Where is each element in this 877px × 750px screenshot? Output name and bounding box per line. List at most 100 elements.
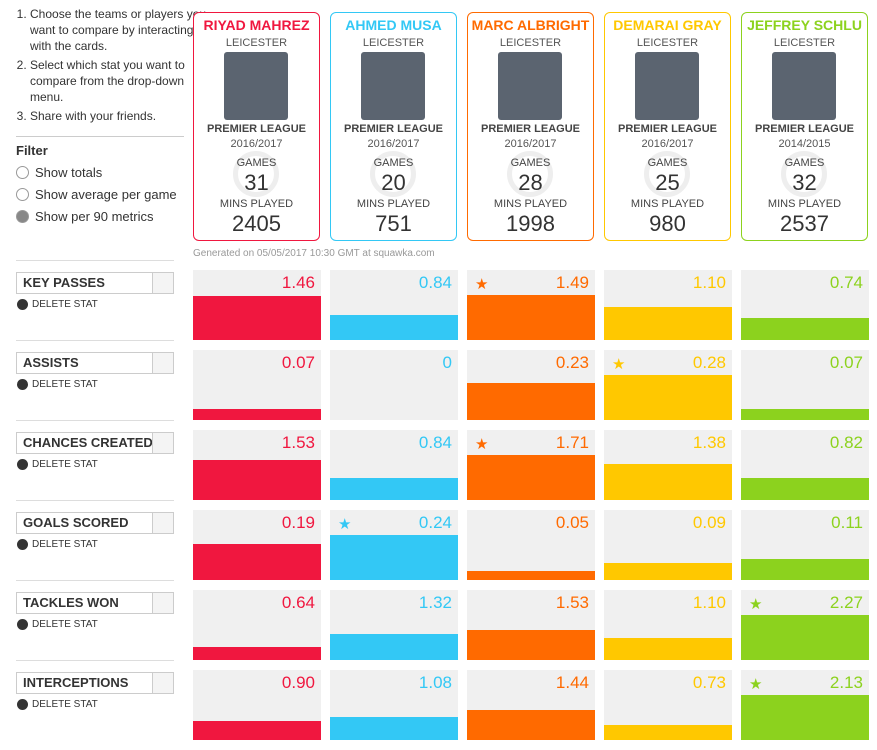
stat-cell: 1.08 (330, 670, 458, 740)
season: 2016/2017 (504, 138, 557, 150)
delete-stat[interactable]: DELETE STAT (32, 299, 98, 310)
stat-bar (467, 629, 595, 660)
divider (16, 136, 184, 137)
stat-cell: 0.84 (330, 270, 458, 340)
stat-cell: 0.23 (467, 350, 595, 420)
dropdown-arrow (152, 593, 173, 613)
stat-bar (193, 295, 321, 340)
games: 32 (792, 170, 817, 195)
stat-value: 0.73 (692, 673, 726, 692)
league: PREMIER LEAGUE (343, 123, 443, 135)
stat-bar (193, 459, 321, 500)
stat-bar (604, 463, 732, 500)
stat-cell: 0 (330, 350, 458, 420)
stat-value: 1.10 (692, 593, 726, 612)
stat-bar (330, 717, 458, 740)
delete-stat[interactable]: DELETE STAT (32, 699, 98, 710)
stat-cell: 0.07 (741, 350, 869, 420)
dropdown-arrow (152, 353, 173, 373)
stat-name: KEY PASSES (23, 275, 105, 290)
stat-bar (741, 615, 869, 660)
divider (16, 260, 174, 261)
stat-cell: 0.90 (193, 670, 321, 740)
stat-value: 2.27 (829, 593, 863, 612)
delete-stat[interactable]: DELETE STAT (32, 619, 98, 630)
stat-dropdown[interactable]: KEY PASSES (16, 272, 174, 294)
stat-cell: 0.28 ★ (604, 350, 732, 420)
games: 28 (518, 170, 543, 195)
stat-value: 0 (442, 353, 452, 372)
filter-title: Filter (16, 143, 48, 158)
delete-stat[interactable]: DELETE STAT (32, 539, 98, 550)
stat-bar (467, 709, 595, 740)
stat-dropdown[interactable]: ASSISTS (16, 352, 174, 374)
mins: 751 (375, 211, 412, 236)
delete-icon[interactable] (17, 619, 28, 630)
delete-icon[interactable] (17, 539, 28, 550)
best-star: ★ (338, 516, 352, 533)
stat-value: 0.74 (829, 273, 863, 292)
radio[interactable] (16, 188, 29, 201)
delete-icon[interactable] (17, 299, 28, 310)
delete-stat[interactable]: DELETE STAT (32, 459, 98, 470)
stat-cell: 0.84 (330, 430, 458, 500)
player-name: MARC ALBRIGHT (471, 17, 590, 33)
games: 20 (381, 170, 406, 195)
stat-value: 1.46 (281, 273, 315, 292)
divider (16, 340, 174, 341)
stat-value: 0.90 (281, 673, 315, 692)
stat-dropdown[interactable]: CHANCES CREATED (16, 432, 174, 454)
stat-bar (193, 408, 321, 420)
games-label: GAMES (373, 157, 414, 169)
stat-value: 1.53 (281, 433, 315, 452)
stat-bar (604, 563, 732, 580)
stat-dropdown[interactable]: GOALS SCORED (16, 512, 174, 534)
stat-value: 1.44 (555, 673, 589, 692)
player-name: JEFFREY SCHLU (747, 17, 862, 33)
stat-cell: 1.71 ★ (467, 430, 595, 500)
stat-cell: 1.46 (193, 270, 321, 340)
stat-cell: 1.53 (467, 590, 595, 660)
player-photo (772, 52, 836, 120)
player-card[interactable]: RIYAD MAHREZ LEICESTER PREMIER LEAGUE 2016/… (193, 12, 320, 241)
stat-value: 0.64 (281, 593, 315, 612)
league: PREMIER LEAGUE (617, 123, 717, 135)
divider (16, 660, 174, 661)
season: 2016/2017 (230, 138, 283, 150)
stat-cell: 0.74 (741, 270, 869, 340)
mins-label: MINS PLAYED (630, 198, 705, 210)
stat-cell: 0.24 ★ (330, 510, 458, 580)
instruction: Choose the teams or players you want to … (30, 6, 210, 54)
stat-bar (604, 724, 732, 740)
delete-stat[interactable]: DELETE STAT (32, 379, 98, 390)
stat-cell: 1.32 (330, 590, 458, 660)
stat-value: 1.71 (555, 433, 589, 452)
player-card[interactable]: DEMARAI GRAY LEICESTER PREMIER LEAGUE 2016/… (604, 12, 731, 241)
season: 2016/2017 (367, 138, 420, 150)
player-card[interactable]: MARC ALBRIGHT LEICESTER PREMIER LEAGUE 2016… (467, 12, 594, 241)
player-card[interactable]: JEFFREY SCHLU LEICESTER PREMIER LEAGUE 2014… (741, 12, 868, 241)
stat-value: 0.84 (418, 433, 452, 452)
stat-value: 0.07 (281, 353, 315, 372)
filter-option[interactable]: Show average per game (35, 187, 177, 202)
stat-name: ASSISTS (23, 355, 79, 370)
delete-icon[interactable] (17, 379, 28, 390)
stat-value: 0.19 (281, 513, 315, 532)
stat-dropdown[interactable]: INTERCEPTIONS (16, 672, 174, 694)
player-card[interactable]: AHMED MUSA LEICESTER PREMIER LEAGUE 2016/20… (330, 12, 457, 241)
stat-value: 0.07 (829, 353, 863, 372)
stat-bar (604, 306, 732, 340)
stat-bar (193, 647, 321, 660)
delete-icon[interactable] (17, 459, 28, 470)
stat-cell: 2.13 ★ (741, 670, 869, 740)
delete-icon[interactable] (17, 699, 28, 710)
best-star: ★ (475, 436, 489, 453)
radio[interactable] (16, 210, 29, 223)
best-star: ★ (749, 596, 763, 613)
filter-option[interactable]: Show totals (35, 165, 103, 180)
stat-value: 1.10 (692, 273, 726, 292)
stat-value: 2.13 (829, 673, 863, 692)
radio[interactable] (16, 166, 29, 179)
filter-option[interactable]: Show per 90 metrics (35, 209, 154, 224)
stat-dropdown[interactable]: TACKLES WON (16, 592, 174, 614)
